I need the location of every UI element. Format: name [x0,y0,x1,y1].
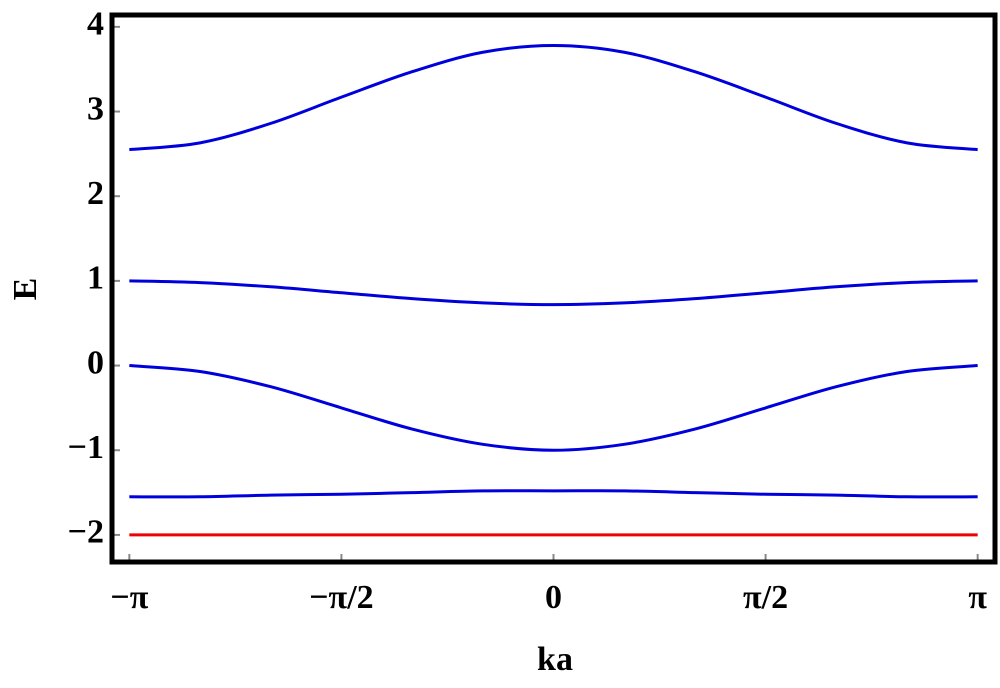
y-axis-label: E [7,278,44,301]
x-axis-label: ka [537,641,573,678]
x-tick-label: 0 [545,579,562,616]
y-tick-label: 1 [87,260,104,297]
y-tick-label: −1 [68,429,104,466]
plot-frame [109,12,998,565]
x-tick-label: π/2 [743,579,788,616]
y-tick-label: 4 [87,6,104,43]
band-line [129,364,978,452]
y-tick-label: 2 [87,175,104,212]
y-tick-label: −2 [68,514,104,551]
x-tick-label: −π [110,579,148,616]
y-tick-label: 3 [87,90,104,127]
x-tick-label: π [968,579,987,616]
band-line [129,43,978,152]
band-line [129,489,978,499]
x-tick-label: −π/2 [309,579,373,616]
band-line [129,279,978,307]
y-tick-label: 0 [87,344,104,381]
